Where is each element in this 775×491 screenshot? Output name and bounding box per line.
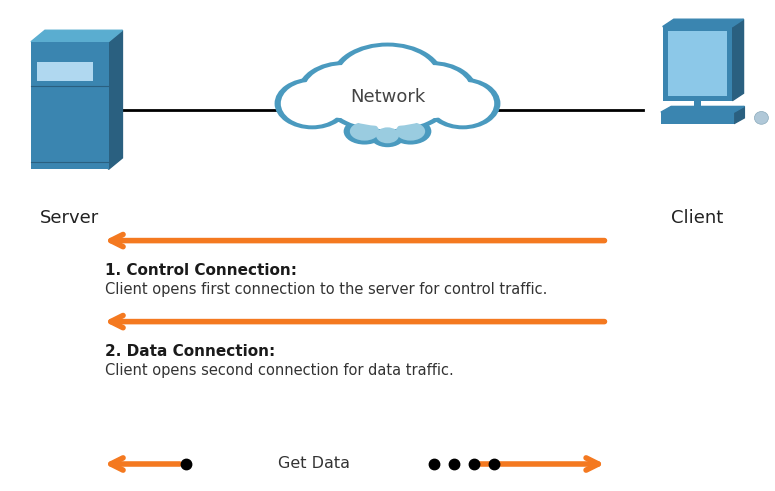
Text: 1. Control Connection:: 1. Control Connection: xyxy=(105,263,297,278)
Text: Server: Server xyxy=(40,209,99,227)
Bar xyxy=(667,31,728,96)
Polygon shape xyxy=(109,30,122,169)
Bar xyxy=(37,62,93,82)
Ellipse shape xyxy=(298,61,390,122)
Ellipse shape xyxy=(330,77,445,126)
Ellipse shape xyxy=(331,43,444,114)
Ellipse shape xyxy=(396,122,425,140)
Polygon shape xyxy=(661,107,744,112)
Bar xyxy=(663,27,732,101)
Text: Client opens second connection for data traffic.: Client opens second connection for data … xyxy=(105,363,453,379)
Ellipse shape xyxy=(370,123,405,147)
Polygon shape xyxy=(31,30,122,42)
Bar xyxy=(694,101,701,112)
Text: 2. Data Connection:: 2. Data Connection: xyxy=(105,344,275,359)
Ellipse shape xyxy=(281,82,343,125)
Ellipse shape xyxy=(432,82,494,125)
Polygon shape xyxy=(734,107,744,124)
Ellipse shape xyxy=(324,70,451,133)
Bar xyxy=(31,42,108,169)
Ellipse shape xyxy=(385,61,477,122)
Ellipse shape xyxy=(391,65,471,118)
Text: Client: Client xyxy=(671,209,724,227)
Ellipse shape xyxy=(330,74,445,129)
Bar xyxy=(661,112,734,124)
Ellipse shape xyxy=(274,78,350,129)
Text: Get Data: Get Data xyxy=(278,457,350,471)
Ellipse shape xyxy=(343,118,385,144)
Polygon shape xyxy=(732,19,743,101)
Text: Network: Network xyxy=(350,88,425,106)
Polygon shape xyxy=(663,19,743,27)
Ellipse shape xyxy=(754,111,768,124)
Ellipse shape xyxy=(390,118,432,144)
Ellipse shape xyxy=(425,78,501,129)
Text: Client opens first connection to the server for control traffic.: Client opens first connection to the ser… xyxy=(105,282,547,298)
Ellipse shape xyxy=(376,127,399,143)
Ellipse shape xyxy=(304,65,384,118)
Ellipse shape xyxy=(350,122,379,140)
Ellipse shape xyxy=(337,47,438,110)
